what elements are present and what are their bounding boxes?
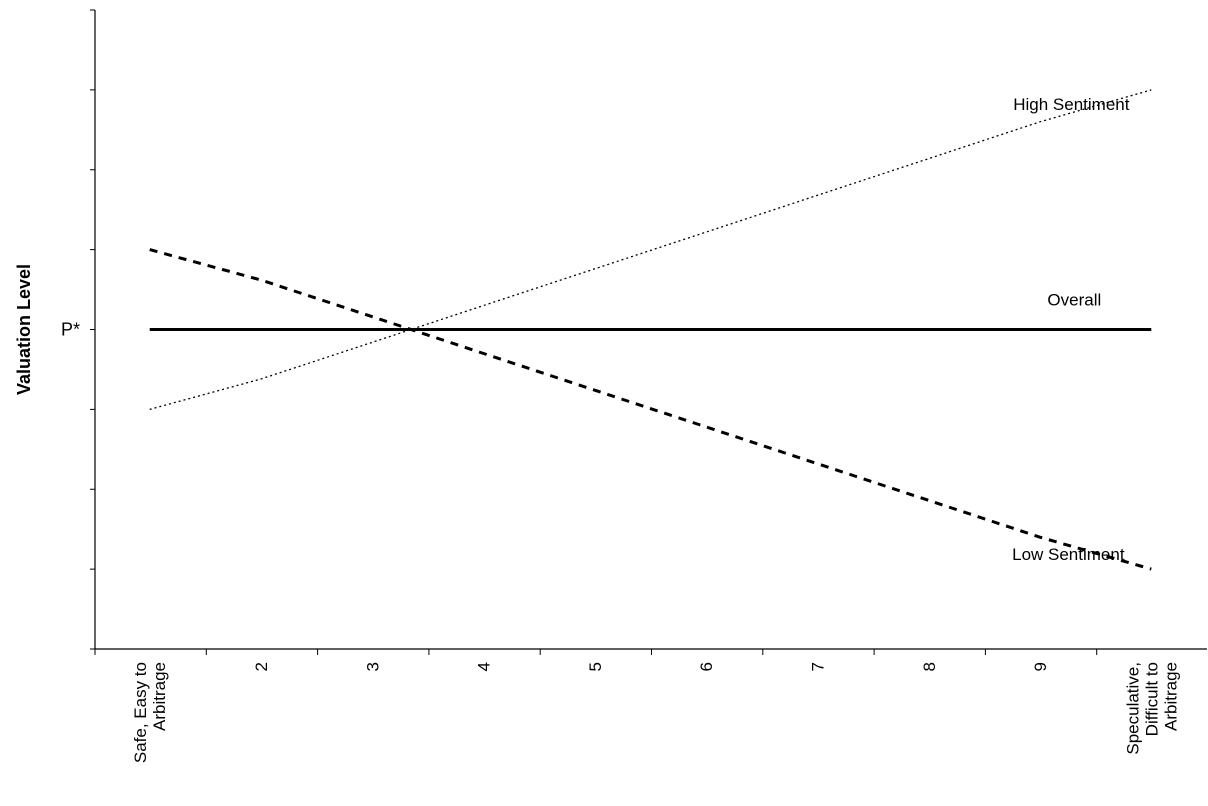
series-line-low-sentiment	[149, 248, 1152, 571]
x-ticks	[94, 649, 1098, 655]
x-tick-label: 8	[920, 662, 939, 671]
x-tick-label-group: 9	[1031, 662, 1050, 671]
x-tick-label: Safe, Easy to	[131, 662, 150, 763]
x-tick-label: 7	[808, 662, 827, 671]
x-tick-label: Arbitrage	[150, 662, 169, 731]
x-tick-label-group: 2	[252, 662, 271, 671]
series-line-high-sentiment	[149, 89, 1152, 411]
series-label-high-sentiment: High Sentiment	[1013, 95, 1130, 114]
x-tick-label: 5	[586, 662, 605, 671]
x-tick-label: Arbitrage	[1161, 662, 1180, 731]
series-label-low-sentiment: Low Sentiment	[1012, 545, 1125, 564]
x-tick-label: 2	[252, 662, 271, 671]
x-tick-label: 6	[697, 662, 716, 671]
x-tick-label-group: 3	[363, 662, 382, 671]
x-tick-label: Speculative,	[1123, 662, 1142, 755]
x-tick-label: Difficult to	[1142, 662, 1161, 736]
x-tick-label: 3	[363, 662, 382, 671]
y-ticks	[90, 9, 95, 650]
y-axis-label: Valuation Level	[14, 264, 34, 395]
x-tick-label-group: 6	[697, 662, 716, 671]
x-tick-label: 9	[1031, 662, 1050, 671]
x-tick-label-group: Speculative, Difficult to Arbitrage	[1123, 662, 1180, 755]
x-tick-label-group: Safe, Easy to Arbitrage	[131, 662, 169, 763]
x-tick-labels: Safe, Easy to Arbitrage 2 3 4 5 6 7 8 9 Speculativ…	[131, 662, 1180, 763]
x-tick-label-group: 5	[586, 662, 605, 671]
series-labels: High Sentiment Overall Low Sentiment	[1012, 95, 1130, 564]
x-tick-label-group: 7	[808, 662, 827, 671]
x-tick-label: 4	[475, 662, 494, 671]
x-tick-label-group: 8	[920, 662, 939, 671]
series-lines	[149, 89, 1152, 571]
x-tick-label-group: 4	[475, 662, 494, 671]
series-label-overall: Overall	[1047, 291, 1101, 310]
y-reference-label: P*	[61, 320, 80, 340]
